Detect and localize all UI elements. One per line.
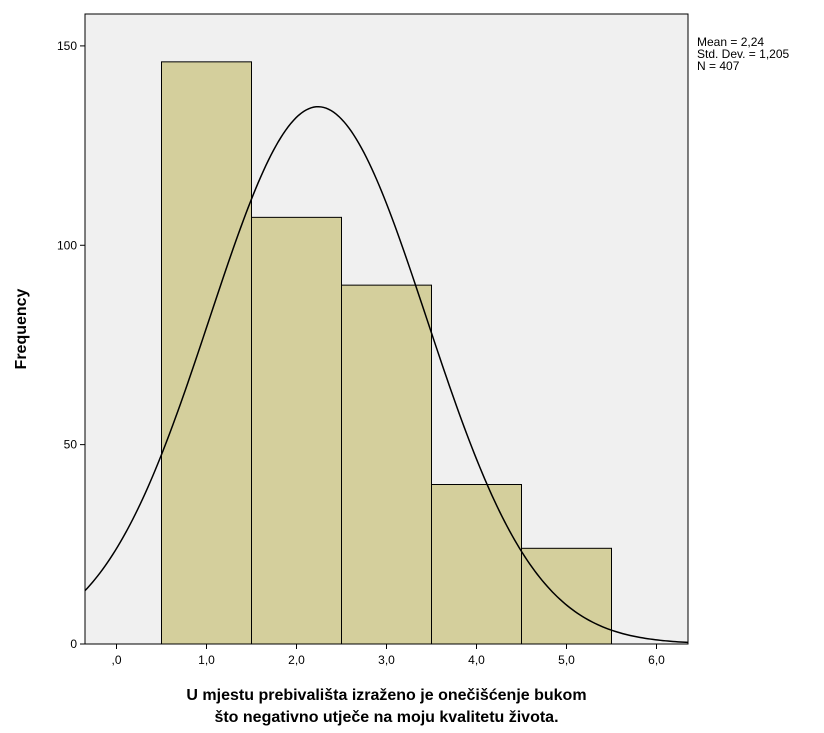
- stat-std-dev: Std. Dev. = 1,205: [697, 47, 789, 61]
- histogram-bar-3: [341, 284, 432, 645]
- x-tick-label-6: 6,0: [648, 653, 665, 667]
- x-tick-label-3: 3,0: [378, 653, 395, 667]
- x-axis-title-line-2: što negativno utječe na moju kvalitetu ž…: [214, 709, 558, 726]
- stats-legend: Mean = 2,24 Std. Dev. = 1,205 N = 407: [697, 35, 789, 73]
- x-tick-label-4: 4,0: [468, 653, 485, 667]
- normal-curve: [84, 105, 689, 644]
- histogram-bar-1: [161, 61, 252, 645]
- x-axis-title-line-1: U mjestu prebivališta izraženo je onečiš…: [186, 687, 586, 704]
- bars-group: [161, 61, 612, 645]
- y-axis-title: Frequency: [13, 288, 30, 369]
- y-tick-label-1: 50: [64, 438, 78, 452]
- histogram-bar-2: [251, 216, 342, 645]
- stat-mean: Mean = 2,24: [697, 35, 764, 49]
- histogram-bar-5: [521, 547, 612, 645]
- stat-n: N = 407: [697, 59, 740, 73]
- y-tick-label-0: 0: [70, 637, 77, 651]
- y-tick-label-3: 150: [57, 39, 77, 53]
- histogram-bar-4: [431, 484, 522, 645]
- y-tick-label-2: 100: [57, 238, 77, 252]
- x-tick-label-0: ,0: [111, 653, 121, 667]
- y-axis: 0 50 100 150: [57, 39, 85, 651]
- x-tick-label-2: 2,0: [288, 653, 305, 667]
- x-tick-label-5: 5,0: [558, 653, 575, 667]
- x-tick-label-1: 1,0: [198, 653, 215, 667]
- x-axis: ,0 1,0 2,0 3,0 4,0 5,0 6,0: [111, 644, 665, 667]
